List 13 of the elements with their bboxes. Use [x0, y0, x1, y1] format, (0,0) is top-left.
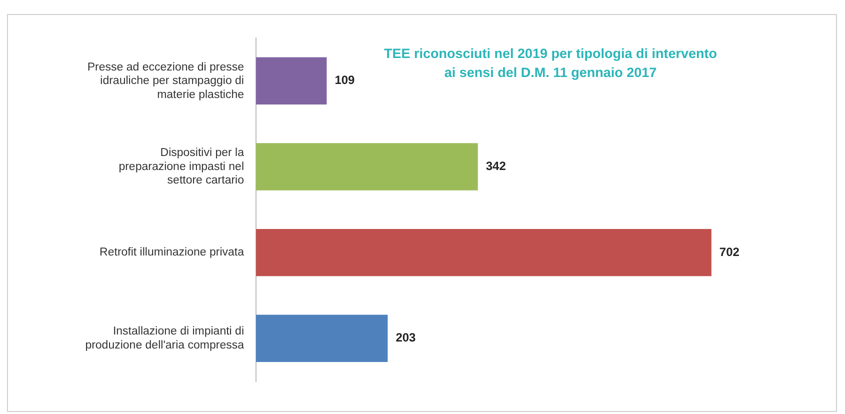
- bar: [256, 314, 388, 362]
- y-tick-label: Presse ad eccezione di presse idrauliche per stampaggio di materie plastiche: [87, 61, 244, 101]
- bar: [256, 57, 327, 105]
- data-label: 702: [719, 244, 740, 259]
- bar: [256, 228, 712, 276]
- y-tick-label: Retrofit illuminazione privata: [100, 246, 245, 259]
- data-label: 109: [334, 73, 356, 88]
- y-tick-label: Installazione di impianti di produzione dell'aria compressa: [85, 326, 245, 352]
- text: TEE riconosciuti nel 2019 per tipologia di intervento ai sensi del D.M. 11 gennaio 2017: [382, 45, 718, 82]
- data-label: 342: [486, 159, 506, 174]
- bar: [256, 143, 478, 190]
- y-tick-label: Dispositivi per la preparazione impasti nel settore cartario: [118, 147, 245, 187]
- data-label: 203: [396, 330, 416, 345]
